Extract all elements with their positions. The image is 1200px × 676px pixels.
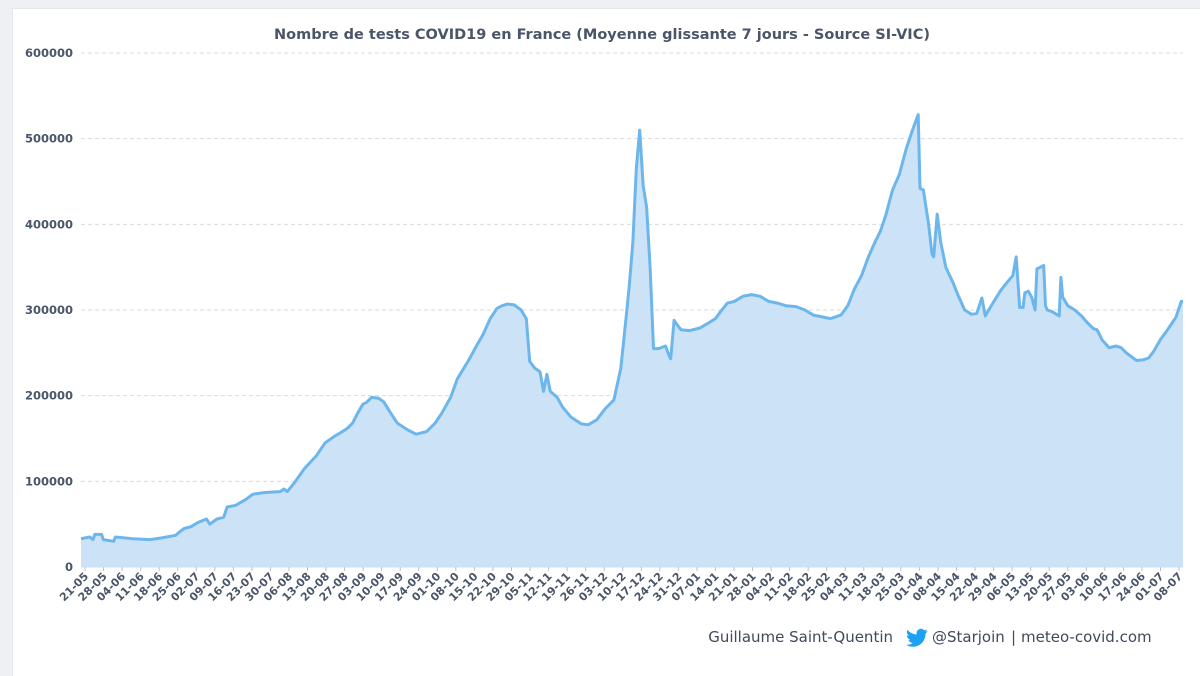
y-tick-label: 0: [65, 560, 73, 574]
y-tick-label: 600000: [25, 46, 73, 60]
series-area: [81, 114, 1183, 567]
chart-title: Nombre de tests COVID19 en France (Moyen…: [274, 27, 930, 43]
y-tick-label: 400000: [25, 217, 73, 231]
y-axis: 0 100000 200000 300000 400000 500000 600000: [25, 46, 73, 574]
y-tick-label: 300000: [25, 303, 73, 317]
tests-area-chart: Nombre de tests COVID19 en France (Moyen…: [25, 27, 1185, 647]
twitter-bird-icon: [906, 628, 928, 647]
credit-handle: @Starjoin: [932, 628, 1005, 646]
x-axis: 21-0528-0504-0611-0618-0625-0602-0709-07…: [57, 567, 1185, 604]
series-line: [80, 113, 1183, 543]
credit-site: meteo-covid.com: [1021, 628, 1152, 646]
chart-card: Nombre de tests COVID19 en France (Moyen…: [12, 8, 1200, 676]
author-name: Guillaume Saint-Quentin: [708, 628, 893, 646]
footer-credit: Guillaume Saint-Quentin @Starjoin | mete…: [708, 628, 1152, 647]
y-tick-label: 500000: [25, 132, 73, 146]
y-tick-label: 100000: [25, 474, 73, 488]
y-tick-label: 200000: [25, 389, 73, 403]
credit-separator: |: [1011, 628, 1016, 646]
